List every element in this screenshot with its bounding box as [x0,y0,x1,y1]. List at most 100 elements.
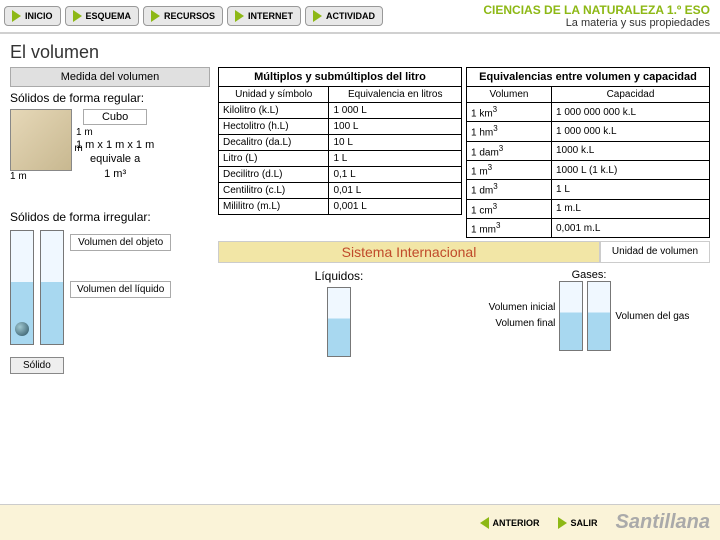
exit-icon [558,517,567,529]
cubo-label: Cubo [83,109,147,125]
cube-formula-box: Cubo 1 m 1 m x 1 m x 1 m equivale a 1 m³… [76,109,154,154]
table-cell: 1 dam3 [467,141,552,160]
table-cell: 0,01 L [329,183,462,199]
table-cell: 0,001 L [329,199,462,215]
header-info: CIENCIAS DE LA NATURALEZA 1.º ESO La mat… [483,3,716,29]
btn-label: SALIR [571,518,598,528]
cylinder-icon [327,287,351,357]
nav-label: INICIO [25,11,53,21]
table-cell: 0,1 L [329,167,462,183]
play-icon [235,10,244,22]
nav-inicio-button[interactable]: INICIO [4,6,61,26]
table-cell: 100 L [329,119,462,135]
cylinder-icon [40,230,64,345]
dim-label: 1 m [10,171,27,182]
nav-internet-button[interactable]: INTERNET [227,6,301,26]
btn-label: ANTERIOR [493,518,540,528]
course-title: CIENCIAS DE LA NATURALEZA 1.º ESO [483,3,710,17]
play-icon [151,10,160,22]
table-row: 1 dm31 L [467,180,710,199]
cube-icon [10,109,72,171]
vol-inicial-label: Volumen inicial [489,300,556,316]
santillana-logo: Santillana [616,511,710,534]
nav-label: ESQUEMA [86,11,132,21]
nav-label: INTERNET [248,11,293,21]
table-cell: 1 L [551,180,709,199]
table-row: 1 m31000 L (1 k.L) [467,160,710,179]
solido-button[interactable]: Sólido [10,357,64,374]
table-row: 1 hm31 000 000 k.L [467,122,710,141]
table-row: 1 km31 000 000 000 k.L [467,103,710,122]
play-icon [73,10,82,22]
table-row: 1 dam31000 k.L [467,141,710,160]
course-subtitle: La materia y sus propiedades [483,17,710,29]
cylinder-icon [10,230,34,345]
table-cell: Kilolitro (k.L) [219,103,329,119]
page-title: El volumen [10,42,710,63]
footer-bar: ANTERIOR SALIR Santillana [0,504,720,540]
vol-final-label: Volumen final [489,316,556,332]
table-row: Decilitro (d.L)0,1 L [219,167,462,183]
content-area: El volumen Medida del volumen Sólidos de… [0,34,720,382]
cylinder-icon [587,281,611,351]
table-cell: 1 dm3 [467,180,552,199]
table-cell: 1 cm3 [467,199,552,218]
table-cell: 1 m.L [551,199,709,218]
liquidos-label: Líquidos: [218,269,460,283]
nav-label: RECURSOS [164,11,215,21]
nav-actividad-button[interactable]: ACTIVIDAD [305,6,383,26]
back-icon [480,517,489,529]
table-cell: Litro (L) [219,151,329,167]
cylinder-icon [559,281,583,351]
table-row: Centilitro (c.L)0,01 L [219,183,462,199]
table-row: Kilolitro (k.L)1 000 L [219,103,462,119]
table-cell: 1 m3 [467,160,552,179]
table-cell: Hectolitro (h.L) [219,119,329,135]
table-cell: 1 000 L [329,103,462,119]
si-unit-label: Unidad de volumen [600,241,710,263]
table-cell: Mililitro (m.L) [219,199,329,215]
cube-dims-left: 1 m [10,109,72,182]
vol-liquido-box: Volumen del líquido [70,281,171,298]
table-cell: Decilitro (d.L) [219,167,329,183]
anterior-button[interactable]: ANTERIOR [480,517,540,529]
table-row: 1 cm31 m.L [467,199,710,218]
vol-gas-label: Volumen del gas [615,311,689,322]
table-row: Litro (L)1 L [219,151,462,167]
si-label: Sistema Internacional [218,241,600,263]
table2-title: Equivalencias entre volumen y capacidad [467,68,710,87]
col-header: Capacidad [551,87,709,103]
table-cell: Centilitro (c.L) [219,183,329,199]
litro-table: Múltiplos y submúltiplos del litro Unida… [218,67,462,215]
col-header: Unidad y símbolo [219,87,329,103]
table-cell: 0,001 m.L [551,218,709,237]
play-icon [12,10,21,22]
play-icon [313,10,322,22]
table-row: Mililitro (m.L)0,001 L [219,199,462,215]
table-cell: 1 hm3 [467,122,552,141]
nav-esquema-button[interactable]: ESQUEMA [65,6,140,26]
table-cell: 1 000 000 k.L [551,122,709,141]
table-cell: 1000 k.L [551,141,709,160]
table-row: Decalitro (da.L)10 L [219,135,462,151]
table-cell: 10 L [329,135,462,151]
table-cell: 1 mm3 [467,218,552,237]
gases-label: Gases: [468,269,710,281]
nav-label: ACTIVIDAD [326,11,375,21]
table1-title: Múltiplos y submúltiplos del litro [219,68,462,87]
col-header: Equivalencia en litros [329,87,462,103]
table-cell: 1 000 000 000 k.L [551,103,709,122]
table-cell: 1000 L (1 k.L) [551,160,709,179]
dim-label: 1 m [76,127,93,138]
nav-recursos-button[interactable]: RECURSOS [143,6,223,26]
table-cell: 1 km3 [467,103,552,122]
medida-header: Medida del volumen [10,67,210,87]
salir-button[interactable]: SALIR [558,517,598,529]
table-cell: Decalitro (da.L) [219,135,329,151]
equiv-table: Equivalencias entre volumen y capacidad … [466,67,710,238]
solidos-regular-label: Sólidos de forma regular: [10,91,210,105]
table-cell: 1 L [329,151,462,167]
col-header: Volumen [467,87,552,103]
solidos-irregular-label: Sólidos de forma irregular: [10,210,210,224]
left-column: Medida del volumen Sólidos de forma regu… [10,67,210,374]
